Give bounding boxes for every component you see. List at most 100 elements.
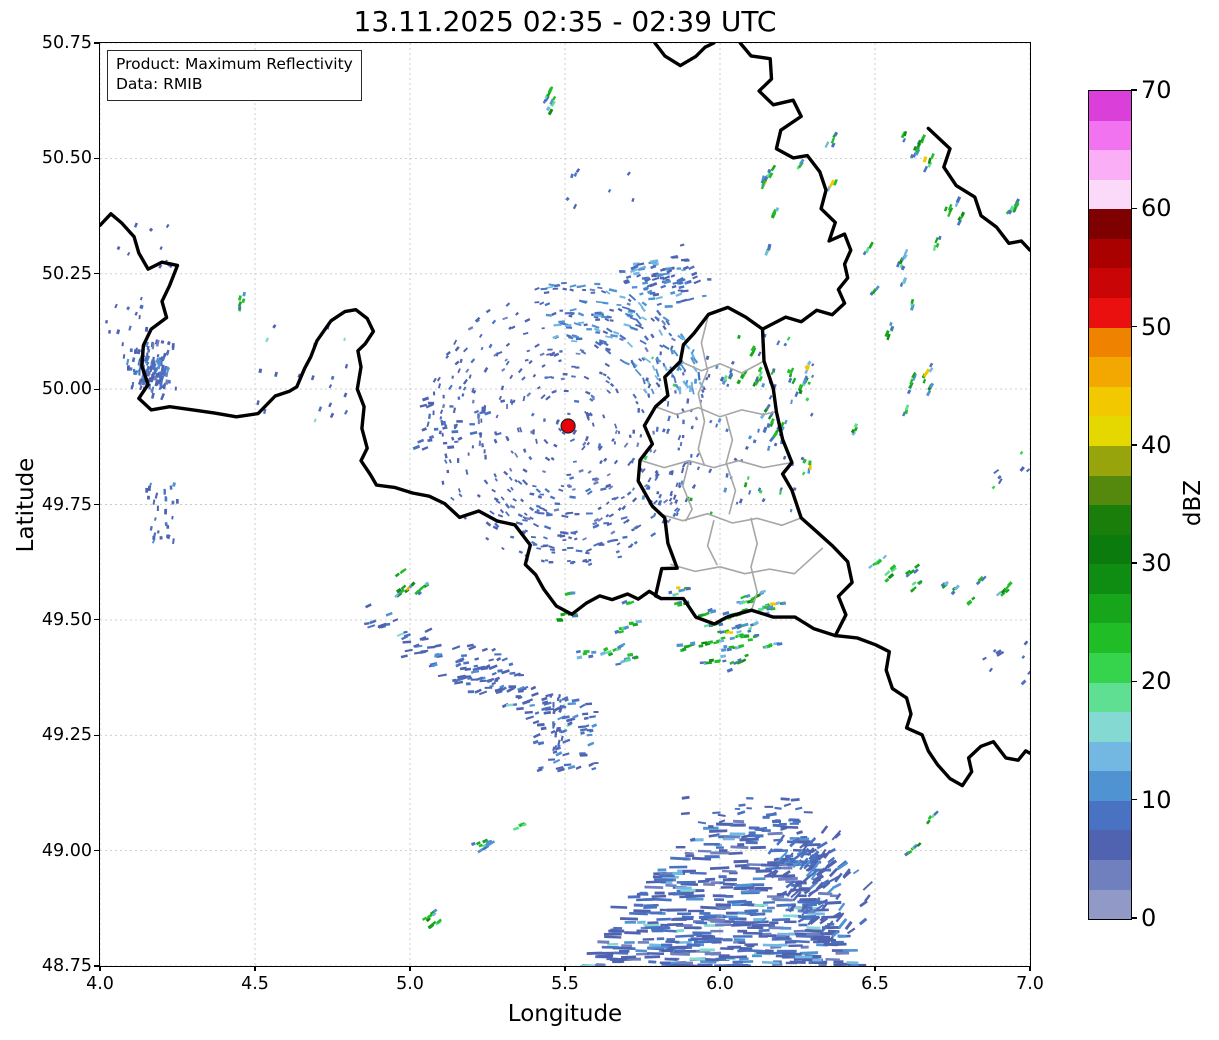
colorbar-segment [1089, 445, 1131, 476]
lux-district-h4 [657, 512, 803, 527]
colorbar-tick-label: 20 [1141, 667, 1172, 696]
y-tick-label: 50.00 [41, 379, 92, 400]
colorbar-tick-label: 10 [1141, 785, 1172, 814]
x-tick-mark [719, 966, 721, 971]
colorbar-tick-label: 0 [1141, 904, 1157, 932]
lux-district-v5 [750, 517, 759, 612]
y-tick-mark [94, 388, 99, 390]
y-axis-label: Latitude [13, 457, 39, 553]
colorbar-tick-mark [1131, 917, 1137, 919]
colorbar-tick-mark [1131, 89, 1137, 91]
radar-site-marker [560, 418, 576, 434]
colorbar-segment [1089, 830, 1131, 861]
product-line: Product: Maximum Reflectivity [116, 55, 353, 73]
y-tick-mark [94, 965, 99, 967]
colorbar-segment [1089, 238, 1131, 269]
x-tick-label: 6.0 [706, 974, 734, 994]
y-tick-label: 49.75 [41, 494, 92, 515]
colorbar-segment [1089, 712, 1131, 742]
colorbar-segment [1089, 120, 1131, 151]
y-tick-mark [94, 850, 99, 852]
data-source-line: Data: RMIB [116, 75, 203, 94]
lux-district-h1 [679, 360, 765, 374]
product-info-box: Product: Maximum Reflectivity Data: RMIB [107, 50, 362, 101]
belgium-germany-border [738, 43, 853, 331]
y-tick-label: 50.50 [41, 148, 92, 169]
colorbar-tick-mark [1131, 680, 1137, 683]
france-belgium-border [100, 212, 663, 616]
x-tick-mark [99, 966, 101, 971]
x-tick-mark [874, 966, 876, 971]
colorbar-segment [1089, 682, 1131, 713]
x-tick-label: 4.0 [86, 974, 114, 994]
x-tick-mark [564, 966, 566, 971]
belgium-netherlands-fragment [653, 43, 716, 68]
colorbar-tick-label: 70 [1141, 76, 1172, 104]
colorbar-tick-label: 30 [1141, 549, 1172, 578]
radar-map [100, 43, 1030, 966]
colorbar-segment [1089, 209, 1131, 239]
colorbar-segment [1089, 505, 1131, 535]
colorbar-tick-mark [1131, 444, 1137, 446]
x-tick-label: 5.5 [551, 974, 579, 994]
colorbar-segment [1089, 268, 1131, 299]
lux-district-v2 [725, 415, 737, 515]
y-tick-mark [94, 157, 99, 159]
y-tick-mark [94, 503, 99, 506]
colorbar-segment [1089, 623, 1131, 653]
colorbar-tick-mark [1131, 325, 1137, 328]
map-plot-area: Product: Maximum Reflectivity Data: RMIB [99, 42, 1031, 967]
germany-france-border [833, 633, 1030, 788]
y-tick-label: 48.75 [41, 956, 92, 976]
x-tick-mark [254, 966, 256, 971]
lux-district-v1 [697, 313, 710, 467]
colorbar-segment [1089, 741, 1131, 772]
colorbar-tick-label: 40 [1141, 430, 1172, 459]
lux-district-h3 [639, 459, 793, 469]
lux-district-v4 [706, 519, 718, 566]
colorbar-segment [1089, 771, 1131, 801]
x-tick-label: 7.0 [1016, 974, 1044, 994]
y-tick-mark [94, 273, 99, 275]
colorbar-label: dBZ [1180, 479, 1206, 527]
colorbar-segment [1089, 860, 1131, 890]
y-tick-mark [94, 42, 99, 44]
y-tick-mark [94, 619, 99, 621]
german-state-border-fragment [926, 126, 1030, 252]
lux-district-h2 [654, 405, 778, 418]
colorbar-segment [1089, 386, 1131, 417]
colorbar-tick-label: 60 [1141, 194, 1172, 223]
lux-district-h5 [670, 547, 824, 575]
colorbar-segment [1089, 564, 1131, 594]
y-tick-mark [94, 734, 99, 736]
colorbar-segment [1089, 800, 1131, 831]
colorbar-tick-mark [1131, 799, 1137, 801]
x-tick-mark [1029, 966, 1031, 971]
x-axis-label: Longitude [507, 1001, 623, 1027]
colorbar-segment [1089, 534, 1131, 565]
colorbar-segment [1089, 593, 1131, 624]
colorbar-segment [1089, 150, 1131, 180]
colorbar-tick-mark [1131, 562, 1137, 564]
colorbar-segment [1089, 889, 1131, 920]
colorbar-segment [1089, 357, 1131, 387]
y-tick-label: 50.75 [41, 33, 92, 53]
colorbar-segment [1089, 298, 1131, 328]
x-tick-mark [409, 966, 411, 971]
colorbar-segment [1089, 91, 1131, 121]
luxembourg-border [636, 305, 854, 638]
y-tick-label: 49.25 [41, 725, 92, 746]
y-tick-label: 49.50 [41, 609, 92, 630]
x-tick-label: 4.5 [241, 974, 269, 994]
x-tick-label: 5.0 [396, 974, 424, 994]
colorbar [1088, 90, 1132, 920]
colorbar-segment [1089, 179, 1131, 210]
x-tick-label: 6.5 [861, 974, 889, 994]
colorbar-segment [1089, 475, 1131, 506]
colorbar-segment [1089, 652, 1131, 683]
colorbar-segment [1089, 416, 1131, 446]
colorbar-segment [1089, 327, 1131, 358]
y-tick-label: 49.00 [41, 840, 92, 861]
colorbar-tick-mark [1131, 207, 1137, 209]
